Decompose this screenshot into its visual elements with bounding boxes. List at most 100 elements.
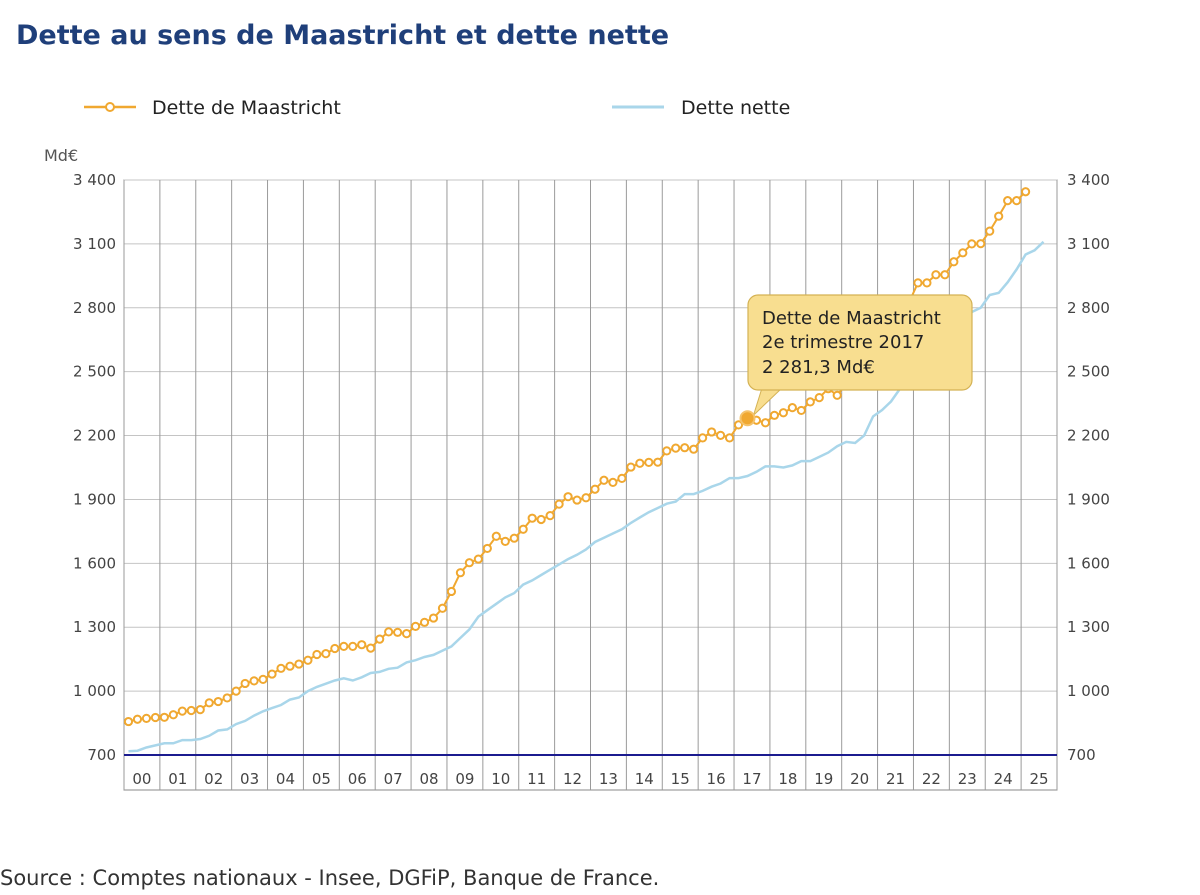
data-point-maastricht bbox=[689, 444, 699, 454]
data-point-maastricht bbox=[1003, 196, 1013, 206]
data-point-maastricht bbox=[276, 663, 286, 673]
tooltip-value: 2 281,3 Md€ bbox=[762, 357, 875, 378]
data-point-maastricht bbox=[1021, 187, 1031, 197]
data-point-maastricht bbox=[231, 686, 241, 696]
data-point-maastricht bbox=[428, 613, 439, 623]
y-tick-label-left: 2 500 bbox=[73, 363, 116, 381]
data-point-maastricht bbox=[150, 712, 160, 723]
data-point-maastricht bbox=[321, 649, 331, 659]
x-tick-label: 12 bbox=[563, 770, 582, 788]
data-point-maastricht bbox=[760, 418, 771, 428]
data-point-maastricht bbox=[590, 484, 600, 494]
data-point-maastricht bbox=[635, 458, 645, 468]
y-tick-label-right: 1 900 bbox=[1067, 490, 1110, 508]
highlight-point bbox=[739, 410, 756, 427]
data-point-maastricht bbox=[1012, 196, 1022, 206]
data-point-maastricht bbox=[168, 710, 178, 720]
data-point-maastricht bbox=[805, 397, 815, 407]
data-point-maastricht bbox=[410, 621, 421, 631]
legend-label-nette: Dette nette bbox=[681, 97, 790, 119]
x-tick-label: 22 bbox=[922, 770, 941, 788]
data-point-maastricht bbox=[778, 408, 788, 418]
x-tick-label: 08 bbox=[419, 770, 438, 788]
x-tick-label: 06 bbox=[348, 770, 367, 788]
x-tick-label: 05 bbox=[312, 770, 331, 788]
y-tick-label-left: 1 000 bbox=[73, 682, 116, 700]
data-point-maastricht bbox=[680, 443, 690, 453]
y-tick-label-left: 3 100 bbox=[73, 235, 116, 253]
x-tick-label: 02 bbox=[204, 770, 223, 788]
y-tick-label-right: 1 000 bbox=[1067, 682, 1110, 700]
x-tick-label: 19 bbox=[814, 770, 833, 788]
data-point-maastricht bbox=[787, 403, 797, 413]
data-point-maastricht bbox=[922, 278, 932, 288]
data-point-maastricht bbox=[985, 226, 995, 236]
data-point-maastricht bbox=[653, 457, 663, 467]
data-point-maastricht bbox=[285, 661, 295, 671]
data-point-maastricht bbox=[733, 420, 744, 430]
data-point-maastricht bbox=[608, 477, 618, 488]
y-tick-label-right: 700 bbox=[1067, 746, 1096, 764]
data-point-maastricht bbox=[464, 558, 474, 568]
x-tick-label: 10 bbox=[491, 770, 510, 788]
x-tick-label: 20 bbox=[850, 770, 869, 788]
data-point-maastricht bbox=[536, 514, 546, 525]
data-point-maastricht bbox=[213, 696, 223, 707]
data-point-maastricht bbox=[796, 405, 806, 416]
tooltip-series: Dette de Maastricht bbox=[762, 308, 941, 329]
x-tick-label: 14 bbox=[635, 770, 654, 788]
legend-label-maastricht: Dette de Maastricht bbox=[152, 97, 341, 119]
data-point-maastricht bbox=[554, 499, 564, 509]
data-point-maastricht bbox=[294, 659, 304, 669]
x-tick-label: 25 bbox=[1030, 770, 1049, 788]
data-point-maastricht bbox=[141, 713, 152, 723]
source-note: Source : Comptes nationaux - Insee, DGFi… bbox=[0, 866, 660, 890]
data-point-maastricht bbox=[267, 669, 277, 679]
tooltip-period: 2e trimestre 2017 bbox=[762, 332, 924, 353]
data-point-maastricht bbox=[518, 524, 528, 534]
data-point-maastricht bbox=[455, 568, 466, 578]
chart-title: Dette au sens de Maastricht et dette net… bbox=[16, 20, 670, 51]
data-point-maastricht bbox=[491, 531, 501, 541]
data-point-maastricht bbox=[617, 473, 627, 483]
data-point-maastricht bbox=[123, 716, 134, 727]
data-point-maastricht bbox=[437, 603, 448, 613]
data-point-maastricht bbox=[994, 211, 1004, 221]
data-point-maastricht bbox=[662, 446, 672, 456]
x-tick-label: 00 bbox=[132, 770, 151, 788]
data-point-maastricht bbox=[769, 410, 780, 420]
x-tick-label: 15 bbox=[671, 770, 690, 788]
y-tick-label-right: 1 300 bbox=[1067, 618, 1110, 636]
data-point-maastricht bbox=[446, 586, 457, 597]
data-point-maastricht bbox=[913, 278, 923, 288]
data-point-maastricht bbox=[949, 257, 959, 267]
data-point-maastricht bbox=[240, 678, 250, 689]
x-tick-label: 01 bbox=[168, 770, 187, 788]
y-tick-label-right: 2 800 bbox=[1067, 299, 1110, 317]
data-point-maastricht bbox=[303, 655, 313, 665]
data-point-maastricht bbox=[967, 239, 977, 249]
x-tick-label: 24 bbox=[994, 770, 1013, 788]
data-point-maastricht bbox=[698, 433, 708, 443]
x-tick-label: 21 bbox=[886, 770, 905, 788]
data-point-maastricht bbox=[724, 433, 735, 443]
x-tick-label: 18 bbox=[778, 770, 797, 788]
data-point-maastricht bbox=[357, 640, 367, 650]
y-tick-label-left: 2 800 bbox=[73, 299, 116, 317]
data-point-maastricht bbox=[204, 698, 214, 708]
x-tick-label: 16 bbox=[707, 770, 726, 788]
y-tick-label-left: 2 200 bbox=[73, 427, 116, 445]
data-point-maastricht bbox=[563, 492, 573, 502]
y-tick-label-right: 2 500 bbox=[1067, 363, 1110, 381]
data-point-maastricht bbox=[159, 712, 169, 722]
data-point-maastricht bbox=[339, 641, 349, 651]
data-point-maastricht bbox=[186, 705, 196, 716]
data-point-maastricht bbox=[249, 676, 259, 686]
y-tick-label-right: 3 100 bbox=[1067, 235, 1110, 253]
data-point-maastricht bbox=[312, 649, 322, 660]
data-point-maastricht bbox=[330, 643, 340, 654]
y-tick-label-right: 1 600 bbox=[1067, 554, 1110, 572]
series-line-dette-nette bbox=[128, 240, 1045, 753]
data-point-maastricht bbox=[132, 714, 143, 724]
